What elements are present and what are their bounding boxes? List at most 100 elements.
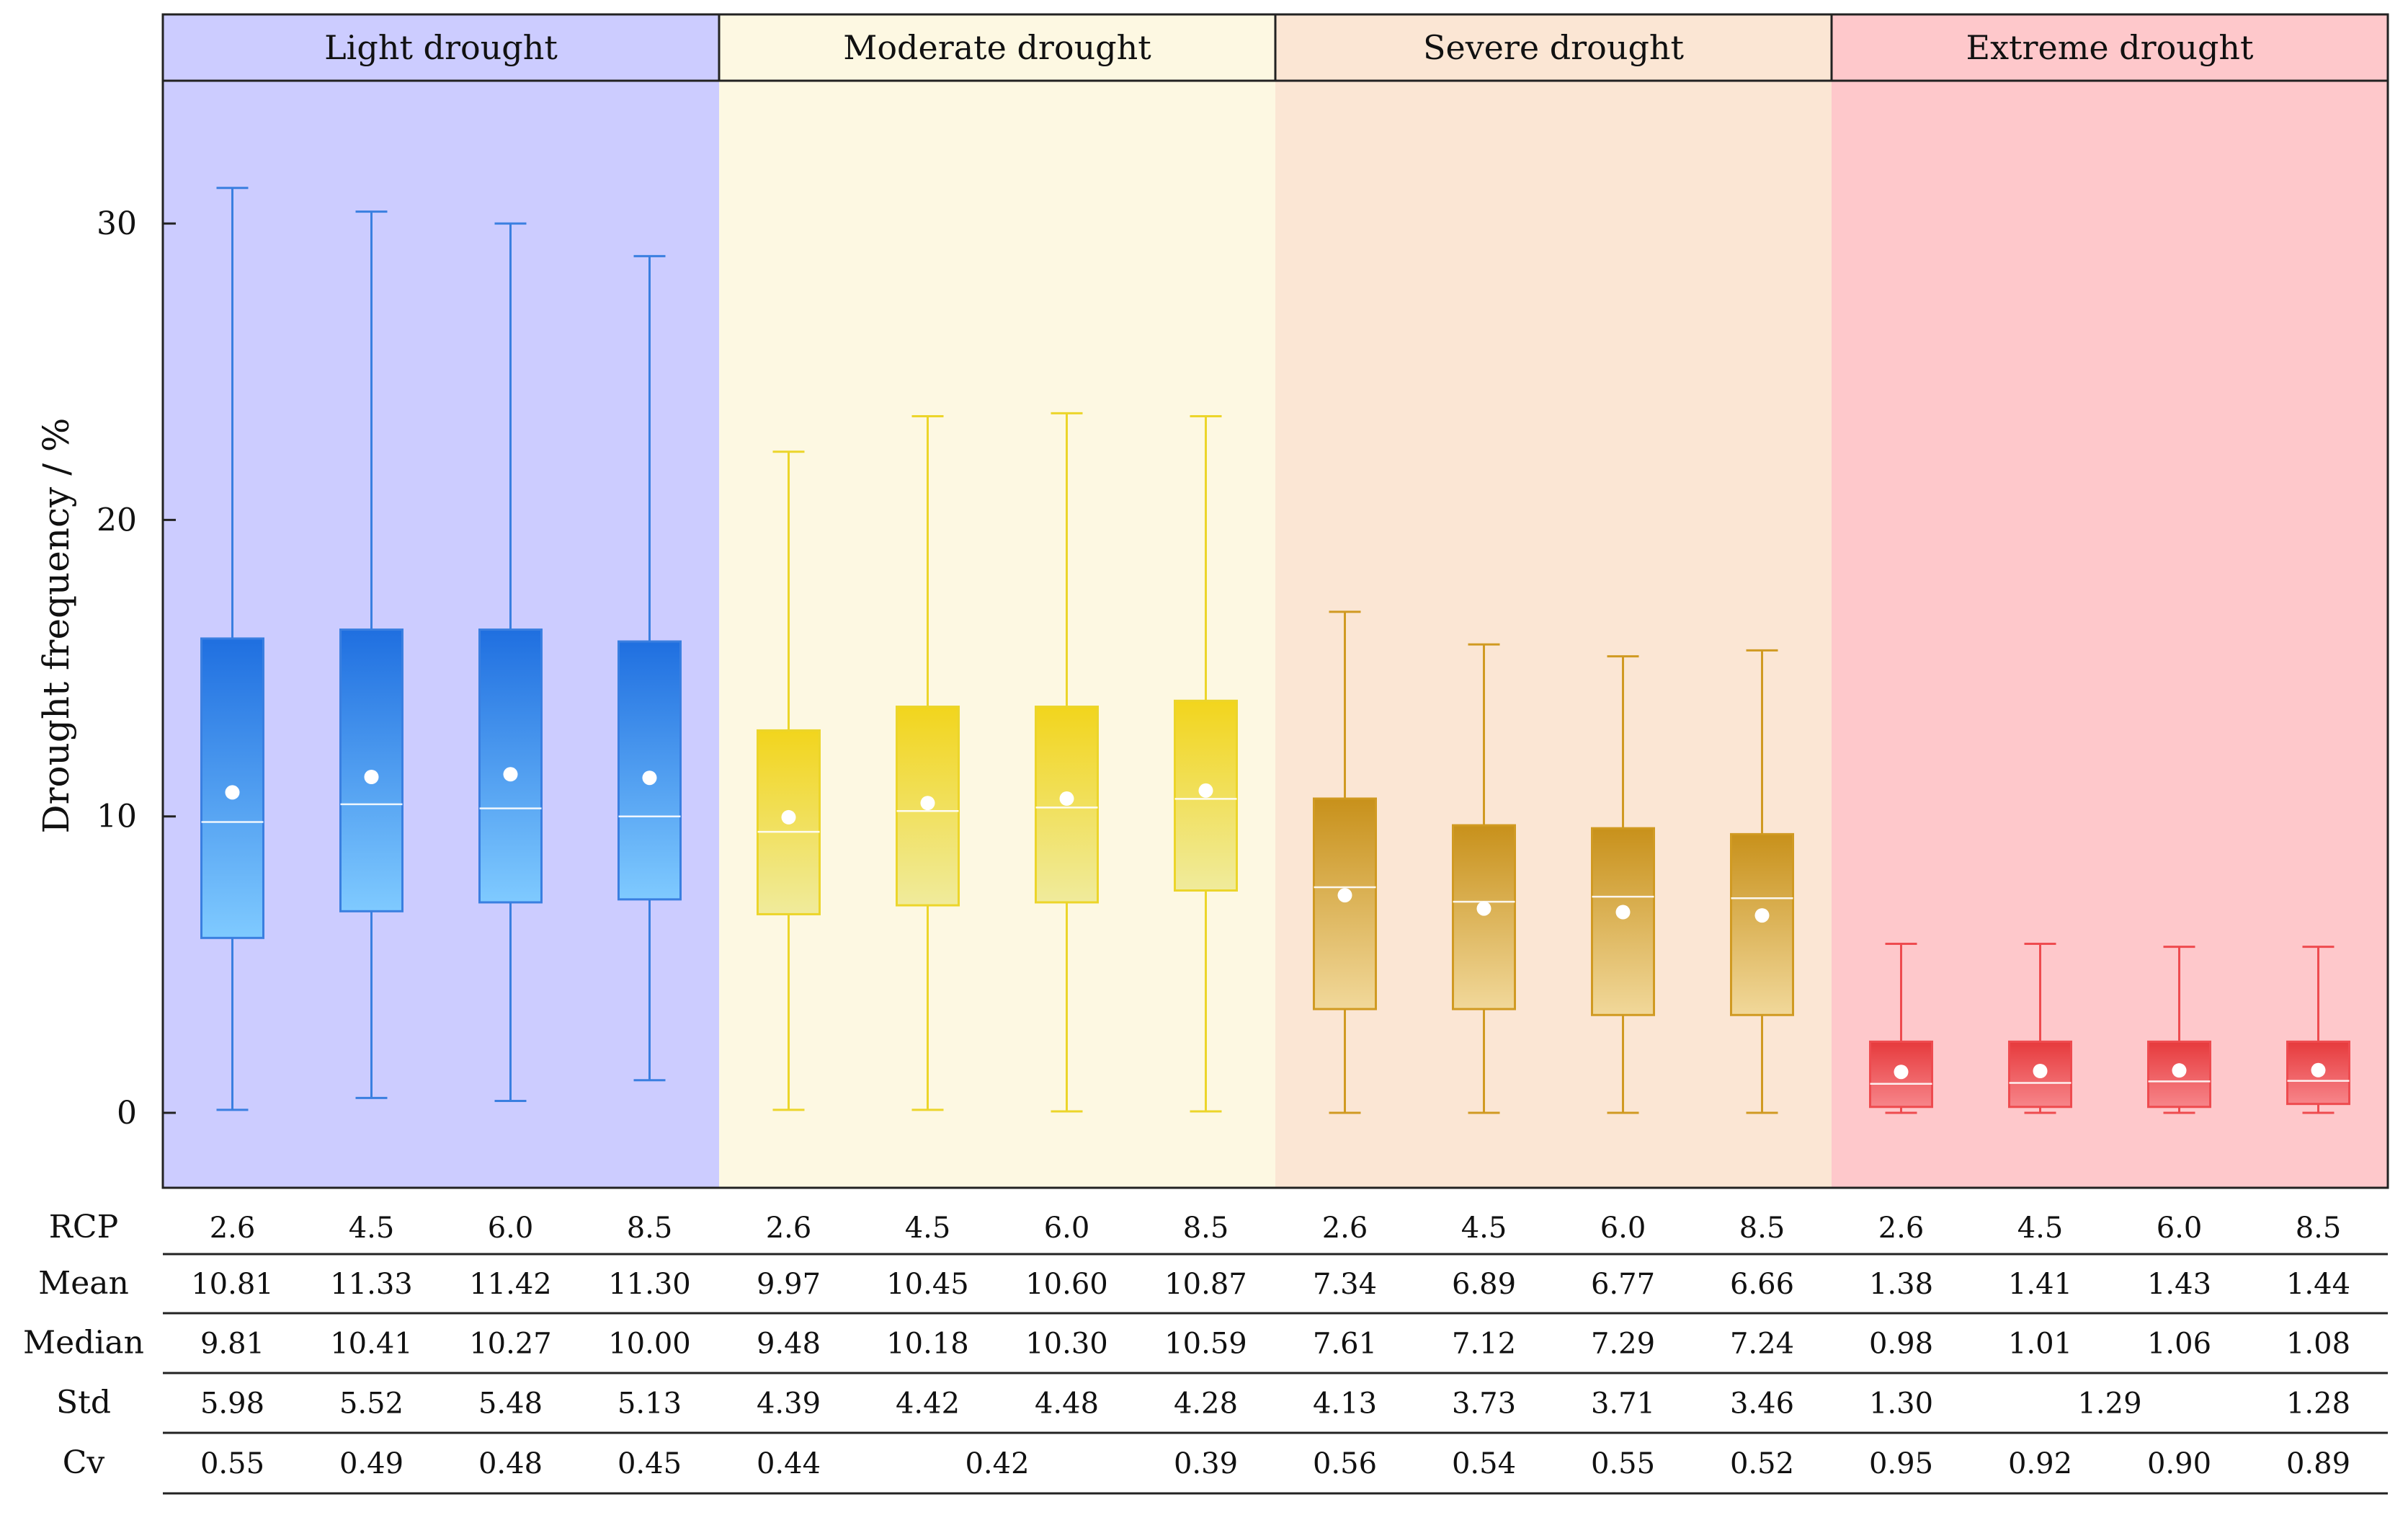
table-cell: 11.42: [469, 1268, 552, 1301]
table-cell: 0.98: [1869, 1328, 1933, 1361]
table-cell: 0.39: [1174, 1447, 1238, 1480]
table-cell: 1.08: [2286, 1328, 2350, 1361]
table-cell: 0.52: [1730, 1447, 1794, 1480]
table-cell: 1.44: [2286, 1268, 2350, 1301]
box-3-2: [1452, 643, 1516, 1114]
table-cell: 1.43: [2147, 1268, 2211, 1301]
table-cell: 1.30: [1869, 1387, 1933, 1421]
table-cell: 6.66: [1730, 1268, 1794, 1301]
box-4-1: [1869, 943, 1933, 1114]
panel-title-1: Light drought: [324, 28, 558, 67]
table-cell: 6.77: [1591, 1268, 1655, 1301]
table-cell: 0.49: [339, 1447, 403, 1480]
box-1-1: [200, 187, 264, 1111]
box-1-4: [617, 254, 682, 1082]
rcp-value: 8.5: [1183, 1212, 1229, 1245]
iqr-box: [1313, 797, 1377, 1010]
table-cell: 0.45: [617, 1447, 682, 1480]
table-cell: 1.41: [2008, 1268, 2072, 1301]
table-cell: 1.38: [1869, 1268, 1933, 1301]
table-cell: 3.71: [1591, 1387, 1655, 1421]
rcp-value: 2.6: [766, 1212, 812, 1245]
iqr-box: [478, 628, 543, 904]
rcp-value: 2.6: [210, 1212, 256, 1245]
panel-title-2: Moderate drought: [843, 28, 1151, 67]
iqr-box: [1730, 832, 1794, 1016]
table-cell: 10.41: [330, 1328, 413, 1361]
iqr-box: [1591, 827, 1655, 1016]
table-cell: 7.24: [1730, 1328, 1794, 1361]
box-1-3: [478, 222, 543, 1103]
mean-dot: [503, 767, 518, 782]
panel-header-3: [1274, 13, 1833, 82]
table-cell: 5.98: [200, 1387, 264, 1421]
box-4-2: [2008, 943, 2072, 1114]
table-cell: 0.92: [2008, 1447, 2072, 1480]
table-cell: 10.81: [191, 1268, 274, 1301]
table-cell: 7.29: [1591, 1328, 1655, 1361]
panel-background-2: [719, 14, 1275, 1188]
table-cell: 10.59: [1164, 1328, 1247, 1361]
table-cell: 9.81: [200, 1328, 264, 1361]
table-cell: 11.30: [608, 1268, 691, 1301]
mean-dot: [920, 796, 935, 811]
table-cell: 0.54: [1452, 1447, 1516, 1480]
box-2-2: [896, 414, 960, 1111]
rcp-value: 4.5: [2017, 1212, 2064, 1245]
panel-title-3: Severe drought: [1423, 28, 1685, 67]
rcp-value: 2.6: [1322, 1212, 1368, 1245]
table-cell: 3.46: [1730, 1387, 1794, 1421]
mean-dot: [364, 769, 379, 784]
table-cell: 1.29: [2077, 1387, 2141, 1421]
table-cell: 4.48: [1035, 1387, 1099, 1421]
table-cell: 10.18: [886, 1328, 969, 1361]
table-cell: 5.13: [617, 1387, 682, 1421]
rcp-value: 8.5: [1739, 1212, 1785, 1245]
mean-dot: [1894, 1065, 1909, 1080]
panel-background-4: [1832, 14, 2388, 1188]
box-4-4: [2286, 946, 2350, 1114]
table-cell: 7.12: [1452, 1328, 1516, 1361]
table-cell: 0.90: [2147, 1447, 2211, 1480]
y-tick-label: 0: [117, 1095, 137, 1132]
table-cell: 0.48: [478, 1447, 543, 1480]
panel-background-1: [163, 14, 719, 1188]
y-tick-label: 10: [97, 799, 137, 835]
box-3-1: [1313, 610, 1377, 1114]
rcp-value: 4.5: [1461, 1212, 1507, 1245]
table-cell: 7.61: [1313, 1328, 1377, 1361]
rcp-value: 6.0: [1600, 1212, 1646, 1245]
table-cell: 0.44: [757, 1447, 821, 1480]
table-cell: 6.89: [1452, 1268, 1516, 1301]
table-cell: 10.87: [1164, 1268, 1247, 1301]
table-cell: 10.45: [886, 1268, 969, 1301]
box-2-1: [757, 450, 821, 1111]
table-cell: 5.52: [339, 1387, 403, 1421]
y-tick-label: 20: [97, 502, 137, 538]
rcp-value: 6.0: [2157, 1212, 2203, 1245]
mean-dot: [1754, 908, 1770, 923]
row-label-cv: Cv: [63, 1444, 105, 1481]
table-cell: 9.97: [757, 1268, 821, 1301]
table-cell: 4.13: [1313, 1387, 1377, 1421]
row-label-median: Median: [23, 1325, 144, 1361]
rcp-value: 4.5: [905, 1212, 951, 1245]
box-4-3: [2147, 946, 2211, 1114]
iqr-box: [1452, 824, 1516, 1010]
box-3-4: [1730, 649, 1794, 1114]
table-cell: 0.89: [2286, 1447, 2350, 1480]
mean-dot: [225, 785, 240, 800]
table-cell: 11.33: [330, 1268, 413, 1301]
table-cell: 0.42: [965, 1447, 1029, 1480]
table-cell: 4.28: [1174, 1387, 1238, 1421]
plot-frame: [161, 13, 2389, 1189]
rcp-value: 6.0: [488, 1212, 534, 1245]
table-cell: 3.73: [1452, 1387, 1516, 1421]
box-2-4: [1174, 414, 1238, 1113]
table-cell: 1.28: [2286, 1387, 2350, 1421]
panel-title-4: Extreme drought: [1966, 28, 2255, 67]
panel-header-4: [1830, 13, 2389, 82]
iqr-box: [617, 640, 682, 901]
rcp-value: 4.5: [349, 1212, 395, 1245]
